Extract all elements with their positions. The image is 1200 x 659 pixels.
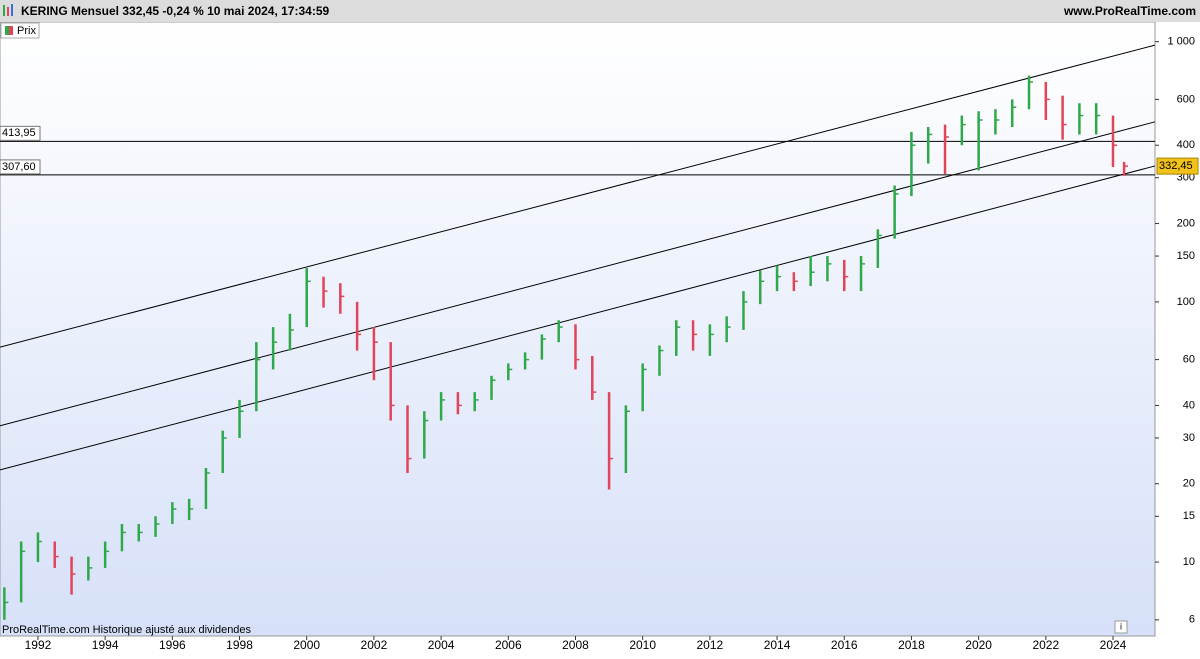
trendline [0, 44, 1156, 348]
svg-text:i: i [1120, 621, 1122, 631]
x-tick-label: 2016 [831, 638, 858, 652]
x-tick-label: 2014 [764, 638, 791, 652]
x-tick-label: 2012 [697, 638, 724, 652]
y-tick-label: 15 [1183, 510, 1195, 522]
x-tick-label: 2006 [495, 638, 522, 652]
header-bar [0, 0, 1200, 22]
level-label: 307,60 [2, 161, 36, 173]
trendline [0, 121, 1156, 427]
y-tick-label: 10 [1183, 556, 1195, 568]
footnote: ProRealTime.com Historique ajusté aux di… [2, 624, 252, 636]
x-tick-label: 2020 [965, 638, 992, 652]
y-tick-label: 30 [1183, 432, 1195, 444]
x-tick-label: 2000 [293, 638, 320, 652]
legend-swatch [9, 26, 13, 35]
y-tick-label: 100 [1177, 296, 1195, 308]
x-tick-label: 2002 [361, 638, 388, 652]
y-tick-label: 40 [1183, 399, 1195, 411]
x-tick-label: 2008 [562, 638, 589, 652]
y-tick-label: 60 [1183, 354, 1195, 366]
level-label-box [0, 159, 41, 175]
x-tick-label: 2010 [629, 638, 656, 652]
y-tick-label: 150 [1177, 250, 1195, 262]
x-tick-label: 2004 [428, 638, 455, 652]
x-tick-label: 2018 [898, 638, 925, 652]
y-tick-label: 400 [1177, 139, 1195, 151]
y-tick-label: 20 [1183, 478, 1195, 490]
info-icon[interactable]: i [1114, 620, 1128, 634]
y-tick-label: 6 [1189, 614, 1195, 626]
x-tick-label: 2024 [1100, 638, 1127, 652]
x-tick-label: 1996 [159, 638, 186, 652]
chart-title: KERING Mensuel 332,45 -0,24 % 10 mai 202… [21, 4, 329, 18]
last-price-box [1156, 157, 1199, 175]
x-tick-label: 2022 [1032, 638, 1059, 652]
legend-swatch [5, 26, 9, 35]
trendline [0, 165, 1156, 471]
y-tick-label: 600 [1177, 93, 1195, 105]
x-tick-label: 1998 [226, 638, 253, 652]
legend-label: Prix [17, 25, 36, 37]
last-price-label: 332,45 [1159, 160, 1193, 172]
x-tick-label: 1992 [25, 638, 52, 652]
y-tick-label: 200 [1177, 217, 1195, 229]
y-tick-label: 300 [1177, 172, 1195, 184]
x-tick-label: 1994 [92, 638, 119, 652]
plot-area [0, 21, 1156, 637]
level-label-box [0, 125, 41, 141]
legend[interactable]: Prix [0, 22, 40, 39]
y-tick-label: 1 000 [1167, 36, 1195, 48]
app-icon [3, 4, 13, 16]
source: www.ProRealTime.com [1063, 4, 1196, 18]
level-label: 413,95 [2, 127, 36, 139]
